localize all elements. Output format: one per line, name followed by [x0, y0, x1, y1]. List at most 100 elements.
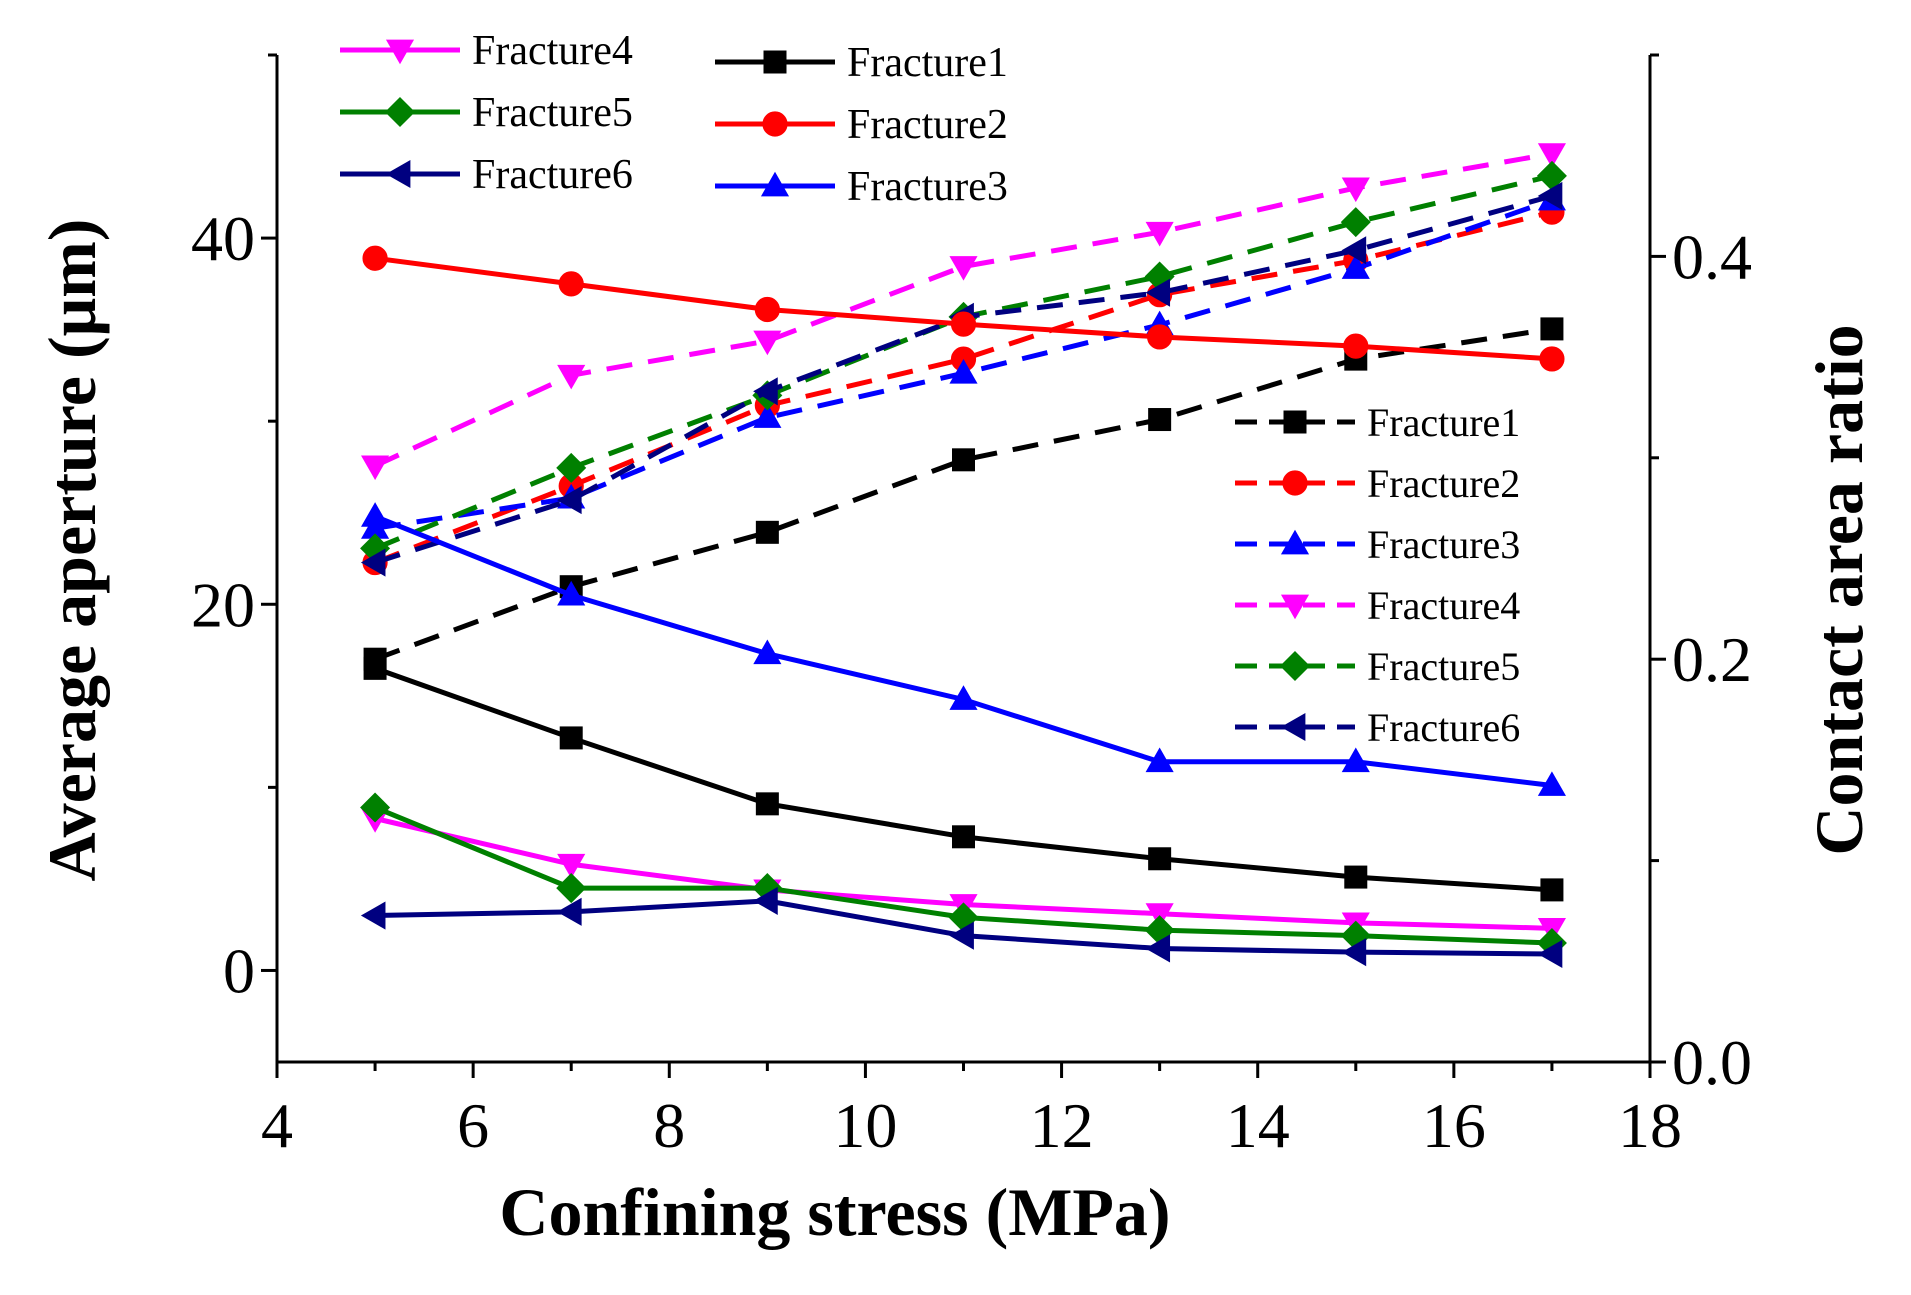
legend-marker — [1282, 470, 1308, 496]
legend-solid-item: Fracture5 — [340, 90, 633, 136]
y-right-tick-label: 0.4 — [1672, 221, 1752, 292]
legend-solid-item: Fracture3 — [715, 164, 1008, 210]
contact-ratio-point — [753, 377, 778, 406]
aperture-point — [1343, 333, 1369, 359]
contact-ratio-point — [753, 330, 782, 356]
contact-ratio-point — [360, 548, 386, 577]
x-tick-label: 10 — [833, 1090, 897, 1161]
legend-label: Fracture5 — [472, 90, 633, 136]
aperture-point — [360, 901, 386, 930]
legend-label: Fracture1 — [1367, 400, 1520, 445]
aperture-point — [362, 245, 388, 271]
aperture-point — [1539, 346, 1565, 372]
legend-dashed-item: Fracture4 — [1235, 583, 1520, 628]
contact-ratio-point — [753, 403, 782, 428]
legend-label: Fracture4 — [1367, 583, 1520, 628]
aperture-point — [952, 825, 975, 849]
legend-marker — [384, 96, 416, 128]
aperture-point — [1540, 878, 1564, 902]
legend-dashed-item: Fracture5 — [1235, 644, 1520, 689]
aperture-point — [1145, 747, 1174, 773]
y-left-tick-label: 0 — [223, 935, 255, 1006]
legends: Fracture4 Fracture5 Fracture6 Fracture1 Frac… — [340, 28, 1520, 750]
aperture-point — [1148, 847, 1172, 871]
aperture-series-fracture5 — [360, 792, 1567, 958]
legend-solid-item: Fracture4 — [340, 28, 633, 74]
x-tick-label: 4 — [261, 1090, 293, 1161]
legend-label: Fracture3 — [1367, 522, 1520, 567]
legend-marker — [385, 159, 411, 189]
contact-ratio-point — [1540, 317, 1564, 341]
contact-ratio-point — [1145, 278, 1171, 307]
aperture-point — [557, 853, 586, 879]
aperture-point — [557, 897, 582, 926]
y-axis-left-title: Average aperture (μm) — [34, 219, 110, 882]
x-tick-label: 6 — [457, 1090, 489, 1161]
legend-label: Fracture6 — [472, 152, 633, 198]
legend-dashed-item: Fracture1 — [1235, 400, 1520, 445]
y-right-tick-label: 0.0 — [1672, 1027, 1752, 1098]
y-axis-right-title: Contact area ratio — [1801, 324, 1877, 855]
legend-marker — [1280, 594, 1310, 620]
aperture-point — [363, 656, 387, 680]
aperture-point — [754, 296, 780, 323]
legend-marker — [763, 50, 787, 74]
legend-label: Fracture1 — [847, 40, 1008, 86]
legend-dashed-item: Fracture2 — [1235, 461, 1520, 506]
legend-label: Fracture2 — [1367, 461, 1520, 506]
y-left-tick-label: 20 — [191, 569, 255, 640]
series — [360, 143, 1567, 969]
x-tick-label: 12 — [1030, 1090, 1094, 1161]
aperture-point — [753, 639, 782, 665]
aperture-point — [559, 726, 583, 750]
aperture-point — [1344, 865, 1368, 889]
contact-ratio-point — [949, 359, 978, 384]
contact-ratio-series-fracture4 — [361, 143, 1566, 481]
aperture-point — [949, 921, 974, 950]
aperture-point — [1145, 934, 1171, 963]
legend-marker — [1280, 712, 1306, 742]
aperture-point — [1147, 324, 1173, 350]
x-tick-label: 18 — [1618, 1090, 1682, 1161]
aperture-point — [755, 792, 779, 816]
contact-ratio-point — [361, 455, 390, 481]
contact-ratio-point — [556, 452, 587, 483]
legend-label: Fracture4 — [472, 28, 633, 74]
aperture-point — [1341, 747, 1370, 773]
legend-marker — [1280, 529, 1310, 555]
legend-dashed-item: Fracture6 — [1235, 705, 1520, 750]
aperture-point — [1537, 771, 1566, 796]
legend-label: Fracture6 — [1367, 705, 1520, 750]
aperture-point — [556, 873, 587, 904]
legend-marker — [760, 171, 790, 197]
contact-ratio-point — [557, 486, 582, 515]
x-tick-label: 14 — [1226, 1090, 1290, 1161]
legend-label: Fracture5 — [1367, 644, 1520, 689]
legend-marker — [1279, 650, 1311, 682]
y-right-tick-label: 0.2 — [1672, 624, 1752, 695]
axes: 4 6 8 10 12 14 16 18 0 20 40 0.0 0.2 0.4 — [191, 53, 1752, 1161]
x-tick-label: 16 — [1422, 1090, 1486, 1161]
legend-marker — [385, 39, 415, 65]
contact-ratio-point — [952, 448, 975, 472]
legend-solid-item: Fracture1 — [715, 40, 1008, 86]
contact-ratio-point — [1537, 143, 1566, 168]
contact-ratio-point — [1341, 177, 1370, 203]
contact-ratio-point — [1145, 221, 1174, 247]
aperture-series-fracture3 — [361, 502, 1566, 796]
aperture-point — [1341, 938, 1367, 967]
legend-marker — [762, 111, 788, 137]
contact-ratio-point — [949, 256, 978, 281]
aperture-series-fracture1 — [363, 656, 1564, 902]
legend-solid-item: Fracture6 — [340, 152, 633, 198]
x-tick-label: 8 — [653, 1090, 685, 1161]
contact-ratio-point — [1340, 207, 1371, 238]
legend-label: Fracture2 — [847, 102, 1008, 148]
aperture-point — [557, 580, 586, 606]
legend-marker — [1283, 410, 1307, 434]
x-axis-title: Confining stress (MPa) — [499, 1174, 1170, 1250]
legend-solid-item: Fracture2 — [715, 102, 1008, 148]
contact-ratio-point — [1341, 236, 1367, 265]
